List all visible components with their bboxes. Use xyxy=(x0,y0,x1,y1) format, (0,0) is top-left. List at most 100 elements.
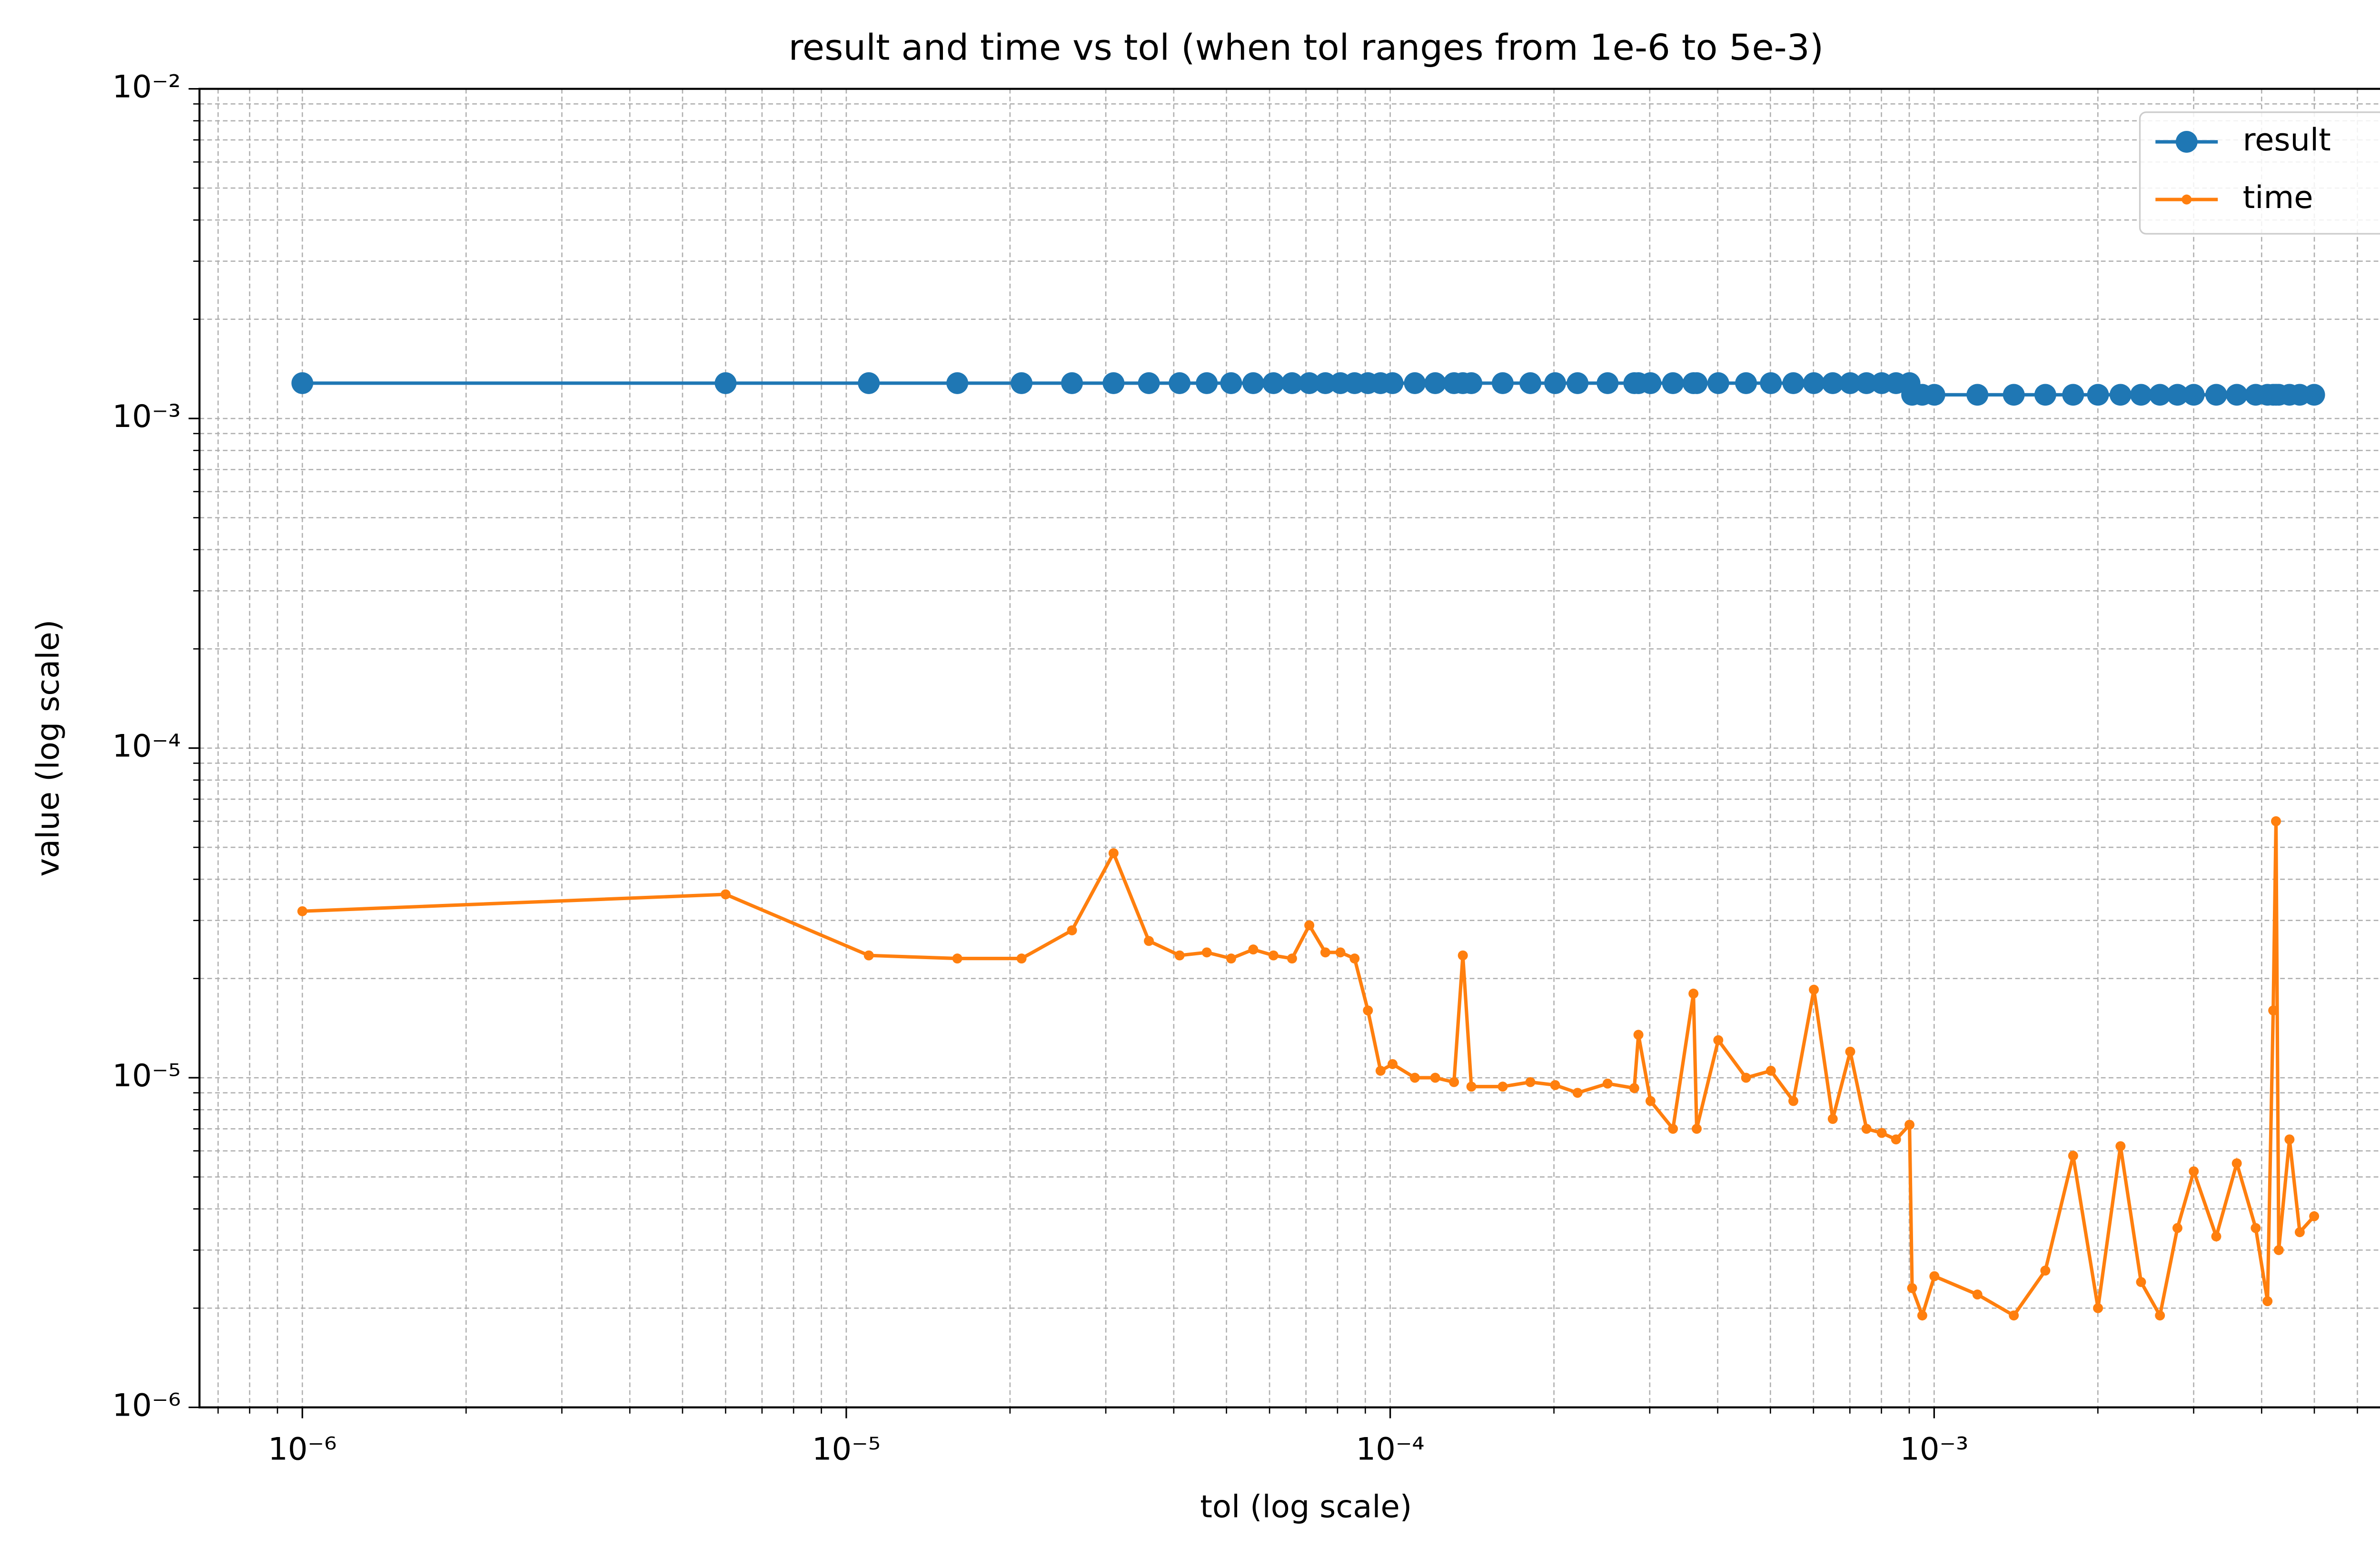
data-point xyxy=(1692,1123,1702,1134)
data-point xyxy=(2040,1265,2051,1276)
data-point xyxy=(1497,1081,1508,1092)
data-point xyxy=(1525,1077,1536,1087)
data-point xyxy=(1201,947,1212,958)
data-point xyxy=(297,906,307,916)
y-tick-label: 10⁻³ xyxy=(112,398,181,435)
data-point xyxy=(2115,1141,2126,1151)
data-point xyxy=(1707,372,1729,394)
data-point xyxy=(1839,372,1861,394)
data-point xyxy=(1597,372,1619,394)
x-tick-label: 10⁻⁴ xyxy=(1356,1431,1425,1467)
data-point xyxy=(2189,1166,2199,1177)
data-point xyxy=(2231,1158,2242,1169)
y-tick-label: 10⁻⁶ xyxy=(112,1388,181,1424)
data-point xyxy=(2068,1150,2078,1161)
data-point xyxy=(2034,384,2056,406)
data-point xyxy=(1822,372,1844,394)
data-point xyxy=(1226,953,1236,964)
x-axis-label: tol (log scale) xyxy=(1200,1489,1412,1525)
data-point xyxy=(1169,372,1191,394)
data-point xyxy=(1668,1123,1678,1134)
data-point xyxy=(2262,1296,2273,1306)
data-point xyxy=(1686,372,1708,394)
data-point xyxy=(1602,1078,1613,1089)
data-point xyxy=(2205,384,2227,406)
data-point xyxy=(1268,950,1279,961)
data-point xyxy=(1460,372,1483,394)
data-point xyxy=(1544,372,1566,394)
data-point xyxy=(2009,1310,2019,1321)
data-point xyxy=(1760,372,1782,394)
data-point xyxy=(2109,384,2132,406)
data-point xyxy=(2182,384,2205,406)
data-point xyxy=(1335,947,1346,958)
data-point xyxy=(1016,953,1027,964)
data-point xyxy=(1174,950,1185,961)
data-point xyxy=(1904,1120,1915,1130)
data-point xyxy=(1196,372,1218,394)
data-point xyxy=(1320,947,1330,958)
data-point xyxy=(1966,384,1989,406)
data-point xyxy=(1972,1289,1983,1300)
data-point xyxy=(1907,1283,1917,1293)
x-tick-label: 10⁻⁵ xyxy=(812,1431,881,1467)
data-point xyxy=(1639,372,1662,394)
data-point xyxy=(1861,1123,1872,1134)
data-point xyxy=(1102,372,1125,394)
data-point xyxy=(1782,372,1805,394)
data-point xyxy=(2003,384,2025,406)
data-point xyxy=(858,372,880,394)
data-point xyxy=(1741,1072,1751,1083)
data-point xyxy=(1688,988,1699,999)
data-point xyxy=(1375,1066,1386,1076)
data-point xyxy=(1349,953,1360,964)
data-point xyxy=(1891,1134,1901,1145)
y-tick-label: 10⁻⁴ xyxy=(112,728,181,764)
data-point xyxy=(1220,372,1242,394)
data-point xyxy=(720,889,731,900)
data-point xyxy=(2087,384,2109,406)
data-point xyxy=(952,953,962,964)
data-point xyxy=(1458,950,1468,961)
data-point xyxy=(1827,1114,1838,1124)
data-point xyxy=(714,372,737,394)
data-point xyxy=(946,372,969,394)
data-point xyxy=(1248,944,1259,955)
data-point xyxy=(2284,1134,2295,1145)
chart-title: result and time vs tol (when tol ranges … xyxy=(789,26,1824,68)
data-point xyxy=(1281,372,1303,394)
data-point xyxy=(2271,816,2281,826)
data-point xyxy=(1144,936,1154,946)
data-point xyxy=(1735,372,1757,394)
y-tick-label: 10⁻² xyxy=(112,69,181,105)
data-point xyxy=(2226,384,2248,406)
data-point xyxy=(2130,384,2152,406)
data-point xyxy=(1466,1081,1477,1092)
data-point xyxy=(1262,372,1285,394)
data-point xyxy=(1061,372,1083,394)
data-point xyxy=(1765,1066,1776,1076)
data-point xyxy=(1713,1035,1724,1045)
data-point xyxy=(1645,1096,1656,1106)
data-point xyxy=(1917,1310,1927,1321)
data-point xyxy=(1876,1128,1887,1138)
data-point xyxy=(1067,925,1077,935)
legend-marker xyxy=(2182,194,2192,205)
data-point xyxy=(1381,372,1404,394)
data-point xyxy=(1633,1030,1644,1040)
data-point xyxy=(1287,953,1297,964)
ticks: 10⁻⁶ 10⁻⁵ 10⁻⁴ 10⁻³ 10⁻⁶ 10⁻⁵ 10⁻⁴ 10⁻³ 10⁻² xyxy=(112,69,2358,1467)
data-point xyxy=(1449,1077,1459,1087)
x-tick-label: 10⁻⁶ xyxy=(268,1431,337,1467)
data-point xyxy=(1788,1096,1799,1106)
data-point xyxy=(1629,1083,1639,1093)
data-point xyxy=(1809,984,1819,995)
data-point xyxy=(1424,372,1447,394)
data-point xyxy=(1929,1271,1940,1281)
legend-label: result xyxy=(2243,122,2331,158)
data-point xyxy=(1855,372,1878,394)
y-axis-label: value (log scale) xyxy=(30,620,66,877)
data-point xyxy=(1492,372,1514,394)
